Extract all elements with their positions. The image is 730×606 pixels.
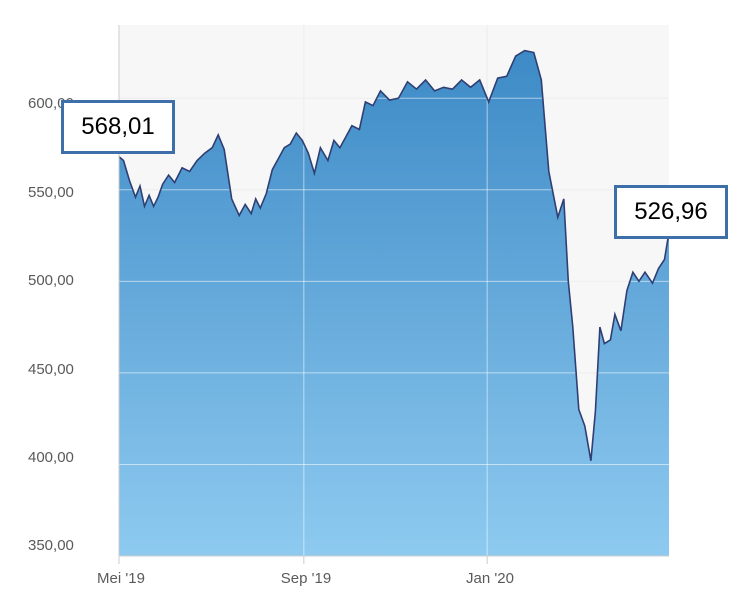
start-value-callout: 568,01 [61, 100, 175, 154]
x-tick-label: Mei '19 [97, 570, 145, 587]
end-value-callout: 526,96 [614, 185, 728, 239]
x-tick-label: Jan '20 [466, 570, 514, 587]
y-tick-label: 450,00 [28, 361, 74, 378]
y-tick-label: 500,00 [28, 272, 74, 289]
y-tick-label: 550,00 [28, 184, 74, 201]
x-tick-marks [118, 556, 488, 564]
series-line [118, 49, 670, 461]
y-tick-label: 400,00 [28, 449, 74, 466]
area-fill [119, 50, 669, 556]
x-tick-label: Sep '19 [280, 570, 332, 587]
y-tick-label: 350,00 [28, 537, 74, 554]
